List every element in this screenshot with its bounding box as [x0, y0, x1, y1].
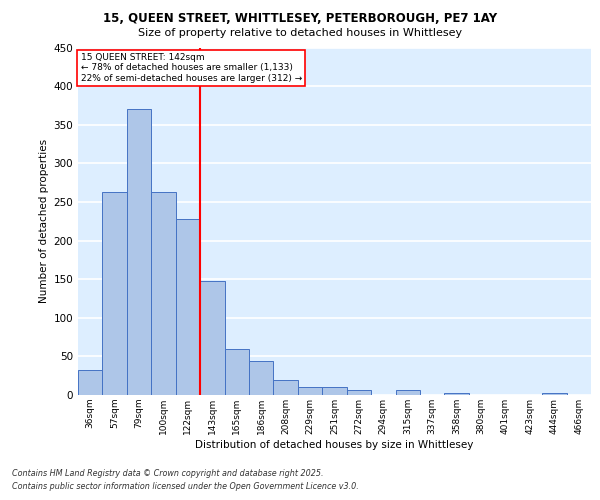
- Bar: [347, 390, 371, 395]
- Bar: [249, 361, 274, 395]
- Bar: [200, 280, 224, 395]
- Bar: [151, 192, 176, 395]
- Bar: [103, 192, 127, 395]
- Text: 15 QUEEN STREET: 142sqm
← 78% of detached houses are smaller (1,133)
22% of semi: 15 QUEEN STREET: 142sqm ← 78% of detache…: [80, 52, 302, 82]
- Text: 15, QUEEN STREET, WHITTLESEY, PETERBOROUGH, PE7 1AY: 15, QUEEN STREET, WHITTLESEY, PETERBOROU…: [103, 12, 497, 26]
- Text: Contains public sector information licensed under the Open Government Licence v3: Contains public sector information licen…: [12, 482, 359, 491]
- Text: Size of property relative to detached houses in Whittlesey: Size of property relative to detached ho…: [138, 28, 462, 38]
- Bar: [445, 394, 469, 395]
- Bar: [274, 380, 298, 395]
- X-axis label: Distribution of detached houses by size in Whittlesey: Distribution of detached houses by size …: [196, 440, 473, 450]
- Bar: [78, 370, 103, 395]
- Bar: [395, 390, 420, 395]
- Bar: [298, 386, 322, 395]
- Y-axis label: Number of detached properties: Number of detached properties: [39, 139, 49, 304]
- Bar: [322, 386, 347, 395]
- Bar: [542, 392, 566, 395]
- Bar: [224, 348, 249, 395]
- Bar: [176, 219, 200, 395]
- Text: Contains HM Land Registry data © Crown copyright and database right 2025.: Contains HM Land Registry data © Crown c…: [12, 468, 323, 477]
- Bar: [127, 110, 151, 395]
